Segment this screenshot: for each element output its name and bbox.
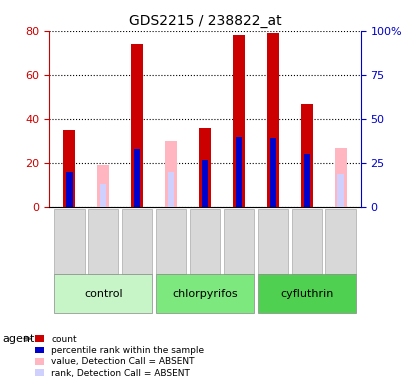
Bar [155,275,254,313]
Bar [66,172,72,207]
Text: chlorpyrifos: chlorpyrifos [172,289,237,299]
Bar [88,209,118,273]
Bar [199,128,210,207]
Bar [167,172,174,207]
Bar [223,209,254,273]
Bar [97,166,109,207]
Bar [131,44,143,207]
Bar [291,209,321,273]
Bar [300,104,312,207]
Title: GDS2215 / 238822_at: GDS2215 / 238822_at [128,14,281,28]
Bar [303,154,309,207]
Bar [54,275,152,313]
Legend: count, percentile rank within the sample, value, Detection Call = ABSENT, rank, : count, percentile rank within the sample… [33,333,206,379]
Bar [134,149,140,207]
Bar [257,209,288,273]
Bar [165,141,177,207]
Bar [54,209,84,273]
Bar [201,160,208,207]
Bar [235,137,242,207]
Bar [257,275,355,313]
Bar [337,174,343,207]
Text: cyfluthrin: cyfluthrin [279,289,333,299]
Bar [232,35,244,207]
Text: control: control [84,289,122,299]
Bar [325,209,355,273]
Bar [334,148,346,207]
Bar [189,209,220,273]
Text: agent: agent [2,334,34,344]
Bar [266,33,278,207]
Bar [63,130,75,207]
Bar [155,209,186,273]
Bar [121,209,152,273]
Bar [269,139,275,207]
Bar [100,184,106,207]
